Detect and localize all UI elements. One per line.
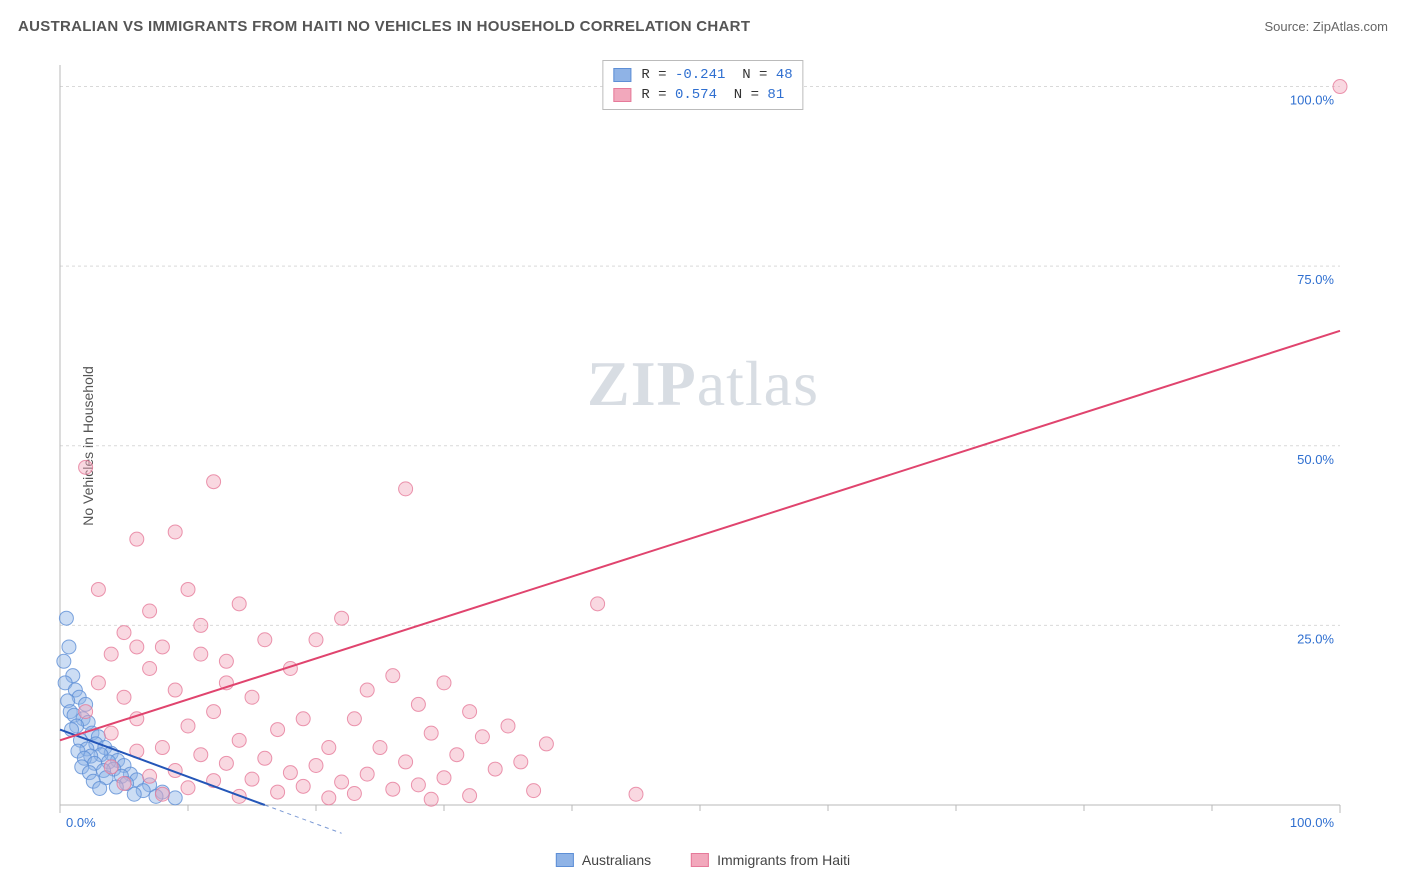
svg-text:25.0%: 25.0% [1297,631,1334,646]
corr-legend-text: R = 0.574 N = 81 [641,87,784,103]
scatter-chart: 0.0% 100.0% 25.0% 50.0% 75.0% 100.0% [50,55,1380,835]
legend-item: Australians [556,852,651,868]
correlation-legend: R = -0.241 N = 48 R = 0.574 N = 81 [602,60,803,110]
legend-swatch [556,853,574,867]
chart-svg: 0.0% 100.0% 25.0% 50.0% 75.0% 100.0% [50,55,1380,835]
legend-swatch [613,88,631,102]
svg-text:0.0%: 0.0% [66,815,96,830]
legend-swatch [613,68,631,82]
series-legend: Australians Immigrants from Haiti [556,852,850,868]
svg-text:100.0%: 100.0% [1290,93,1335,108]
chart-title: AUSTRALIAN VS IMMIGRANTS FROM HAITI NO V… [18,18,750,35]
corr-legend-text: R = -0.241 N = 48 [641,67,792,83]
legend-label: Australians [582,852,651,868]
legend-label: Immigrants from Haiti [717,852,850,868]
source-attribution: Source: ZipAtlas.com [1264,19,1388,34]
corr-legend-row: R = -0.241 N = 48 [613,65,792,85]
corr-legend-row: R = 0.574 N = 81 [613,85,792,105]
svg-text:100.0%: 100.0% [1290,815,1335,830]
legend-item: Immigrants from Haiti [691,852,850,868]
legend-swatch [691,853,709,867]
svg-text:75.0%: 75.0% [1297,272,1334,287]
svg-text:50.0%: 50.0% [1297,452,1334,467]
